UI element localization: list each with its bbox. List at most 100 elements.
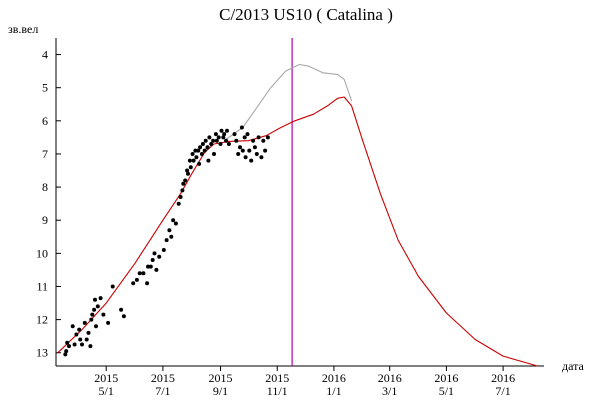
series-group bbox=[57, 63, 538, 367]
observation-point bbox=[199, 152, 204, 156]
observation-point bbox=[110, 284, 115, 289]
observation-point bbox=[157, 254, 162, 259]
observation-point bbox=[218, 142, 223, 146]
observation-point bbox=[206, 158, 211, 163]
x-tick-year: 2016 bbox=[491, 371, 515, 385]
observation-point bbox=[239, 125, 244, 130]
observation-point bbox=[224, 138, 229, 143]
observation-point bbox=[67, 344, 71, 349]
observation-point bbox=[221, 135, 226, 140]
observation-point bbox=[261, 138, 266, 143]
observation-point bbox=[213, 132, 218, 137]
observation-point bbox=[238, 145, 242, 150]
series-line-0 bbox=[57, 96, 538, 367]
observation-point bbox=[119, 307, 124, 312]
x-tick-year: 2016 bbox=[434, 371, 458, 385]
x-axis-label: дата bbox=[562, 359, 585, 373]
observation-point bbox=[65, 340, 70, 345]
observation-point bbox=[236, 152, 241, 156]
observation-point bbox=[70, 324, 75, 329]
observation-point bbox=[134, 277, 139, 282]
observation-point bbox=[92, 307, 97, 312]
observation-point bbox=[240, 148, 245, 153]
observation-point bbox=[214, 138, 219, 143]
observation-point bbox=[209, 142, 214, 146]
observation-point bbox=[219, 128, 224, 133]
y-tick-label: 8 bbox=[42, 180, 48, 194]
x-tick-date: 1/1 bbox=[326, 384, 341, 398]
y-tick-label: 6 bbox=[42, 114, 48, 128]
observation-point bbox=[183, 178, 188, 183]
observation-point bbox=[64, 349, 69, 354]
observation-point bbox=[190, 152, 195, 156]
observation-point bbox=[141, 271, 146, 276]
observation-point bbox=[222, 132, 227, 137]
observation-point bbox=[256, 135, 261, 140]
x-tick-date: 5/1 bbox=[439, 384, 454, 398]
observation-point bbox=[98, 296, 103, 301]
observation-point bbox=[198, 145, 203, 150]
observation-point bbox=[169, 234, 174, 239]
x-tick-date: 11/1 bbox=[267, 384, 288, 398]
observation-point bbox=[131, 281, 136, 286]
observation-point bbox=[203, 138, 208, 143]
observation-point bbox=[176, 201, 181, 206]
observation-point bbox=[95, 304, 100, 309]
observation-point bbox=[78, 337, 83, 342]
observation-point bbox=[80, 342, 84, 347]
observation-point bbox=[161, 248, 166, 252]
y-tick-label: 9 bbox=[42, 213, 48, 227]
observation-point bbox=[185, 168, 190, 173]
observation-point bbox=[106, 320, 111, 325]
observation-point bbox=[181, 181, 186, 186]
observation-point bbox=[90, 312, 95, 317]
observation-point bbox=[232, 132, 237, 137]
observation-point bbox=[242, 135, 247, 140]
observation-point bbox=[146, 264, 150, 269]
observation-point bbox=[72, 342, 77, 347]
observation-point bbox=[225, 128, 229, 133]
x-tick-year: 2016 bbox=[322, 371, 346, 385]
observation-point bbox=[77, 327, 82, 332]
series-line-1 bbox=[223, 63, 353, 142]
y-tick-label: 12 bbox=[36, 313, 48, 327]
observation-point bbox=[171, 218, 176, 223]
y-tick-label: 13 bbox=[36, 346, 48, 360]
observation-point bbox=[63, 352, 68, 357]
observation-point bbox=[207, 135, 212, 140]
observation-point bbox=[148, 264, 153, 269]
observation-point bbox=[86, 330, 91, 335]
observation-point bbox=[152, 251, 157, 256]
observation-point bbox=[82, 320, 87, 325]
x-ticks: 20155/120157/120159/1201511/120161/12016… bbox=[94, 366, 515, 398]
observation-point bbox=[137, 271, 142, 276]
observation-point bbox=[89, 317, 94, 322]
y-axis-label: зв.вел bbox=[8, 22, 38, 36]
observation-point bbox=[197, 161, 202, 166]
observation-point bbox=[121, 314, 126, 319]
observation-point bbox=[194, 155, 199, 160]
observation-point bbox=[74, 332, 79, 337]
y-tick-label: 10 bbox=[36, 246, 48, 260]
x-tick-year: 2015 bbox=[94, 371, 118, 385]
x-tick-year: 2015 bbox=[209, 371, 233, 385]
observation-point bbox=[101, 312, 106, 317]
observation-point bbox=[245, 132, 250, 137]
observation-point bbox=[167, 228, 172, 233]
y-tick-label: 4 bbox=[42, 48, 48, 62]
x-tick-date: 5/1 bbox=[99, 384, 114, 398]
observation-point bbox=[88, 344, 93, 349]
observation-point bbox=[150, 258, 155, 262]
x-tick-date: 3/1 bbox=[382, 384, 397, 398]
observation-point bbox=[226, 142, 231, 146]
observation-point bbox=[164, 238, 169, 243]
observation-point bbox=[234, 138, 239, 143]
observation-point bbox=[251, 138, 256, 143]
axes bbox=[55, 38, 544, 367]
observation-point bbox=[93, 297, 97, 302]
observation-point bbox=[200, 142, 205, 146]
observation-point bbox=[205, 145, 210, 150]
observation-point bbox=[252, 145, 257, 150]
observation-point bbox=[191, 158, 196, 163]
